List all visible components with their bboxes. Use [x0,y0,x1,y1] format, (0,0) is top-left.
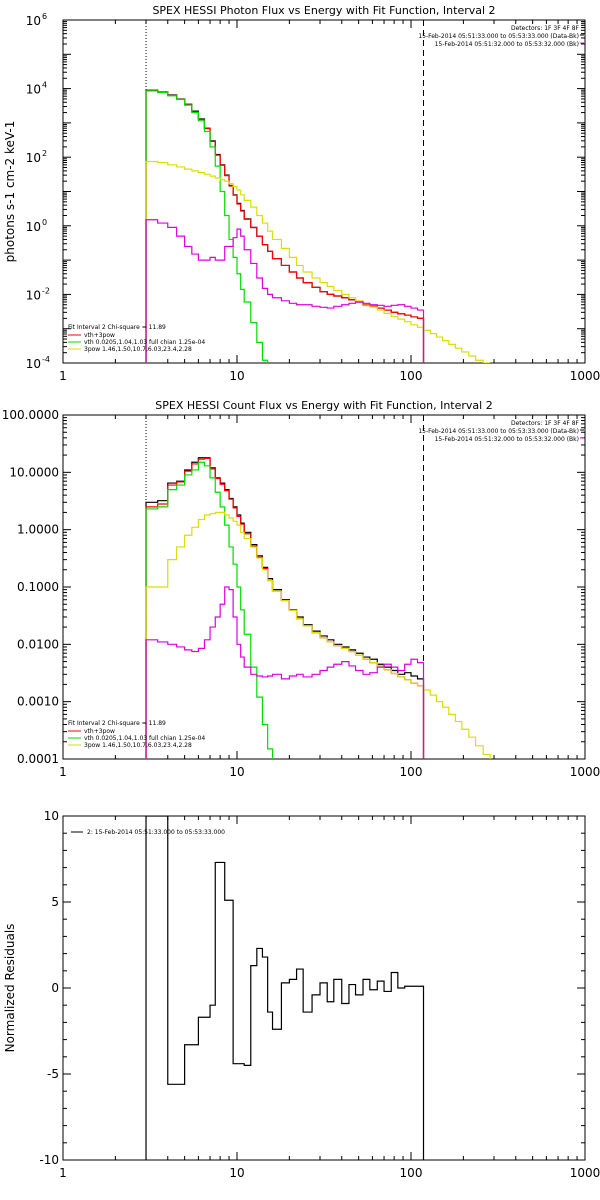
y-tick-base: 10 [26,151,41,165]
plot-frame [62,414,586,760]
legend-text: vth 0.0205,1.04,1.03 full chian 1.25e-04 [84,735,205,742]
series-group [145,89,491,363]
y-tick-base: 10 [26,288,41,302]
series-line-bk [145,586,425,759]
x-axis: 1 10 100 1000 [59,816,600,1180]
y-tick-label: 10-4 [26,355,50,371]
plot-frame [62,19,586,364]
y-tick-exponent: 6 [42,12,47,21]
y-tick-label: 0.0100 [17,637,59,651]
x-tick-label: 100 [400,1166,423,1180]
series-line-data [145,89,425,363]
x-tick-label: 1 [59,1166,67,1180]
y-tick-exponent: 0 [42,218,47,227]
y-tick-label: 0.1000 [17,580,59,594]
series-line-vth [145,461,274,759]
y-axis-label: Normalized Residuals [3,924,17,1053]
legend-bottom-left: Fit Interval 2 Chi-square = 11.89vth+3po… [68,720,205,749]
y-tick-base: 10 [26,14,41,28]
y-axis: -10 -5 0 5 10 [39,809,585,1167]
y-tick-label: 0.0010 [17,695,59,709]
x-tick-label: 10 [229,369,244,383]
y-tick-label: 102 [26,149,47,165]
chart-panel-3: 1 10 100 1000 -10 -5 0 5 10 Normalized Residuals 2… [3,809,600,1180]
legend-top-left: 2: 15-Feb-2014 05:51:33.000 to 05:53:33.… [71,829,225,836]
y-tick-label: 100.0000 [2,408,59,422]
x-tick-label: 1000 [570,765,600,779]
legend-text: Detectors: 1F 3F 4F 8F [511,420,580,427]
x-tick-label: 100 [400,369,423,383]
plot-frame [62,815,586,1161]
x-tick-label: 10 [229,1166,244,1180]
chart-title: SPEX HESSI Count Flux vs Energy with Fit… [155,399,492,412]
legend-text: vth+3pow [84,332,115,339]
y-tick-label: -10 [39,1153,59,1167]
legend-text: 2: 15-Feb-2014 05:51:33.000 to 05:53:33.… [87,829,225,836]
y-tick-exponent: -2 [42,286,50,295]
legend-text: 15-Feb-2014 05:51:33.000 to 05:53:33.000… [418,428,579,435]
legend-text: 15-Feb-2014 05:51:32.000 to 05:53:32.000… [435,41,579,48]
y-axis: 0.0001 0.0010 0.0100 0.1000 1.0000 10.0000 100… [2,408,585,766]
series-line-vth [145,90,274,363]
y-axis-label: photons s-1 cm-2 keV-1 [3,121,17,263]
y-tick-label: 10-2 [26,286,50,302]
series-group [145,816,425,1160]
y-tick-label: 0 [51,981,59,995]
chart-title: SPEX HESSI Photon Flux vs Energy with Fi… [152,4,495,17]
y-tick-base: 10 [26,357,41,371]
series-line-vth-3pow [145,90,425,363]
x-axis: 1 10 100 1000 [59,20,600,383]
y-tick-label: 10 [44,809,59,823]
legend-text: 15-Feb-2014 05:51:32.000 to 05:53:32.000… [435,436,579,443]
y-tick-base: 10 [26,220,41,234]
y-tick-label: 1.0000 [17,523,59,537]
x-tick-label: 10 [229,765,244,779]
legend-text: 3pow 1.46,1.50,10.7,6.03,23.4,2.28 [84,742,192,749]
y-tick-label: 0.0001 [17,752,59,766]
x-tick-label: 1 [59,765,67,779]
series-line-vth-3pow [145,457,425,759]
legend-title: Fit Interval 2 Chi-square = 11.89 [68,324,166,331]
y-tick-label: 104 [26,81,47,97]
series-group [145,457,491,759]
chart-panel-2: SPEX HESSI Count Flux vs Energy with Fit… [2,399,600,779]
y-tick-label: 106 [26,12,47,28]
y-tick-label: 5 [51,895,59,909]
y-tick-exponent: 4 [42,81,47,90]
y-tick-base: 10 [26,83,41,97]
y-tick-exponent: 2 [42,149,47,158]
y-tick-label: -5 [47,1067,59,1081]
legend-text: Detectors: 1F 3F 4F 8F [511,25,580,32]
legend-bottom-left: Fit Interval 2 Chi-square = 11.89vth+3po… [68,324,205,353]
x-tick-label: 1000 [570,1166,600,1180]
x-tick-label: 1000 [570,369,600,383]
legend-text: vth+3pow [84,728,115,735]
series-line-bk [145,219,425,363]
x-tick-label: 100 [400,765,423,779]
y-tick-exponent: -4 [42,355,50,364]
legend-text: vth 0.0205,1.04,1.03 full chian 1.25e-04 [84,339,205,346]
series-line-3pow [145,160,491,363]
legend-text: 3pow 1.46,1.50,10.7,6.03,23.4,2.28 [84,346,192,353]
legend-text: 15-Feb-2014 05:51:33.000 to 05:53:33.000… [418,33,579,40]
series-line-residuals [145,816,425,1160]
y-tick-label: 10.0000 [9,465,59,479]
y-tick-label: 100 [26,218,47,234]
x-tick-label: 1 [59,369,67,383]
chart-panel-1: SPEX HESSI Photon Flux vs Energy with Fi… [3,4,600,383]
series-line-3pow [145,511,491,759]
legend-title: Fit Interval 2 Chi-square = 11.89 [68,720,166,727]
series-line-data [145,457,425,759]
